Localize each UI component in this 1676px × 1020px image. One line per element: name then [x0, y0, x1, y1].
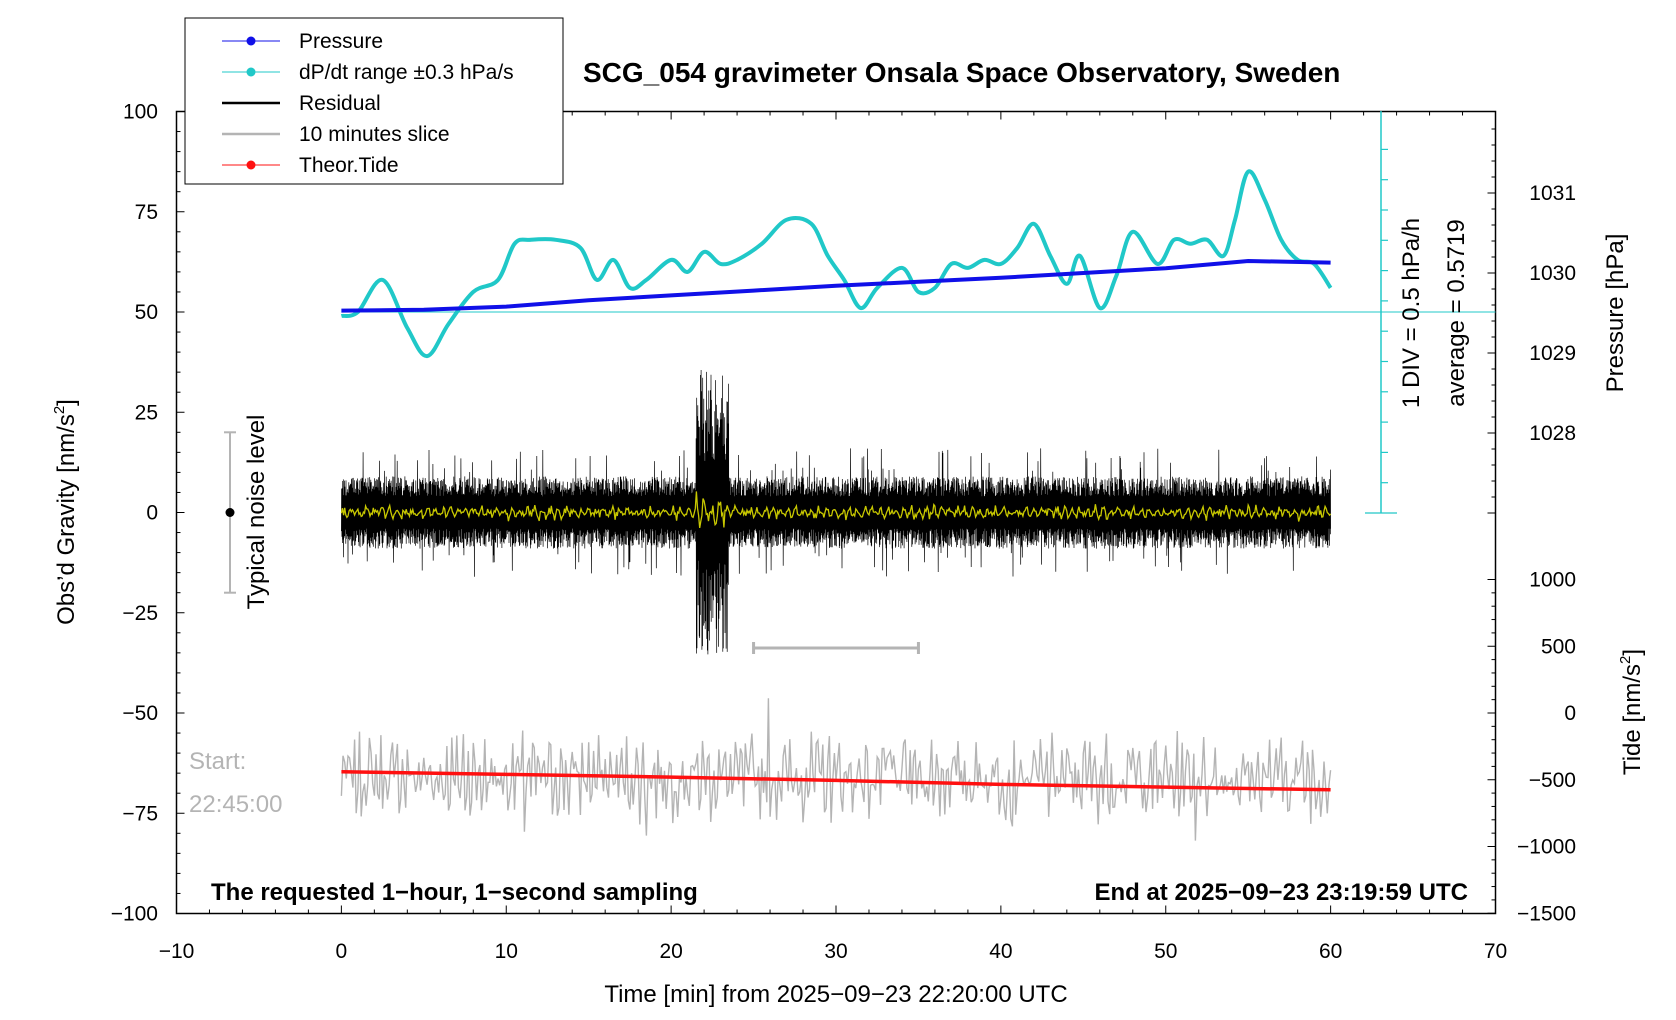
noise-level-bar: [224, 431, 236, 594]
y-tick-label: −75: [122, 802, 158, 825]
pressure-tick-label: 1029: [1529, 342, 1576, 365]
y-tick-label: 75: [135, 201, 158, 224]
y-tick-label: 50: [135, 301, 158, 324]
tide-tick-label: 1000: [1529, 569, 1576, 592]
x-tick-label: −10: [159, 940, 195, 963]
dpdt-line: [340, 169, 1333, 359]
pressure-line: [341, 258, 1331, 313]
average-label: average = 0.5719: [1443, 219, 1470, 407]
tide-tick-label: −500: [1529, 769, 1576, 792]
x-tick-label: 0: [336, 940, 348, 963]
tide-tick-label: 0: [1564, 702, 1576, 725]
x-tick-label: 50: [1154, 940, 1177, 963]
div-label: 1 DIV = 0.5 hPa/h: [1398, 218, 1425, 408]
start-time: 22:45:00: [189, 791, 282, 818]
chart-title: SCG_054 gravimeter Onsala Space Observat…: [583, 57, 1340, 88]
y-tick-label: −100: [111, 903, 158, 926]
noise-label: Typical noise level: [243, 415, 270, 610]
x-tick-label: 40: [989, 940, 1012, 963]
slice-line: [340, 698, 1332, 841]
x-tick-label: 60: [1319, 940, 1342, 963]
legend-label: 10 minutes slice: [299, 123, 450, 146]
pressure-tick-label: 1031: [1529, 182, 1576, 205]
dpdt-scale-bar: [1365, 111, 1397, 514]
pressure-tick-label: 1030: [1529, 262, 1576, 285]
x-tick-label: 10: [495, 940, 518, 963]
legend-items: Pressure dP/dt range ±0.3 hPa/s Residual 10…: [222, 30, 514, 177]
pressure-tick-labels: 1031 1030 1029 1028: [1529, 182, 1576, 445]
legend-label: Pressure: [299, 30, 383, 53]
start-label: Start:: [189, 748, 246, 775]
y-tick-label: 100: [123, 101, 158, 124]
y-tick-label: 0: [146, 502, 158, 525]
bottom-left-note: The requested 1−hour, 1−second sampling: [211, 879, 698, 906]
legend-marker: [246, 67, 256, 77]
pressure-tick-label: 1028: [1529, 422, 1576, 445]
tide-tick-labels: 1000 500 0 −500 −1000 −1500: [1517, 569, 1576, 926]
y-axis-label-pressure: Pressure [hPa]: [1602, 234, 1629, 393]
legend-label: Theor.Tide: [299, 154, 399, 177]
x-tick-label: 70: [1484, 940, 1507, 963]
tide-tick-label: 500: [1541, 635, 1576, 658]
x-axis-label: Time [min] from 2025−09−23 22:20:00 UTC: [604, 981, 1067, 1008]
y-tick-labels: 100 75 50 25 0 −25 −50 −75 −100: [111, 101, 158, 926]
legend: Pressure dP/dt range ±0.3 hPa/s Residual 10…: [184, 17, 564, 185]
x-tick-labels: −10 0 10 20 30 40 50 60 70: [159, 940, 1507, 963]
tide-tick-label: −1500: [1517, 902, 1576, 925]
y-tick-label: 25: [135, 401, 158, 424]
series-layer: [340, 169, 1496, 841]
y-axis-label-left: Obs’d Gravity [nm/s2]: [51, 399, 80, 625]
y-axis-label-tide: Tide [nm/s2]: [1617, 649, 1646, 775]
x-tick-label: 20: [659, 940, 682, 963]
legend-label: dP/dt range ±0.3 hPa/s: [299, 61, 514, 84]
tide-tick-label: −1000: [1517, 836, 1576, 859]
legend-box: [184, 17, 564, 185]
tide-line: [341, 769, 1331, 792]
legend-marker: [246, 36, 256, 46]
legend-marker: [246, 160, 256, 170]
y-tick-label: −25: [122, 602, 158, 625]
x-tick-label: 30: [824, 940, 847, 963]
bottom-right-note: End at 2025−09−23 23:19:59 UTC: [1094, 879, 1468, 906]
smoothed-residual-line: [340, 491, 1332, 529]
legend-label: Residual: [299, 92, 381, 115]
y-tick-label: −50: [122, 702, 158, 725]
noise-bar-center: [225, 508, 235, 517]
residual-line: [341, 369, 1331, 655]
